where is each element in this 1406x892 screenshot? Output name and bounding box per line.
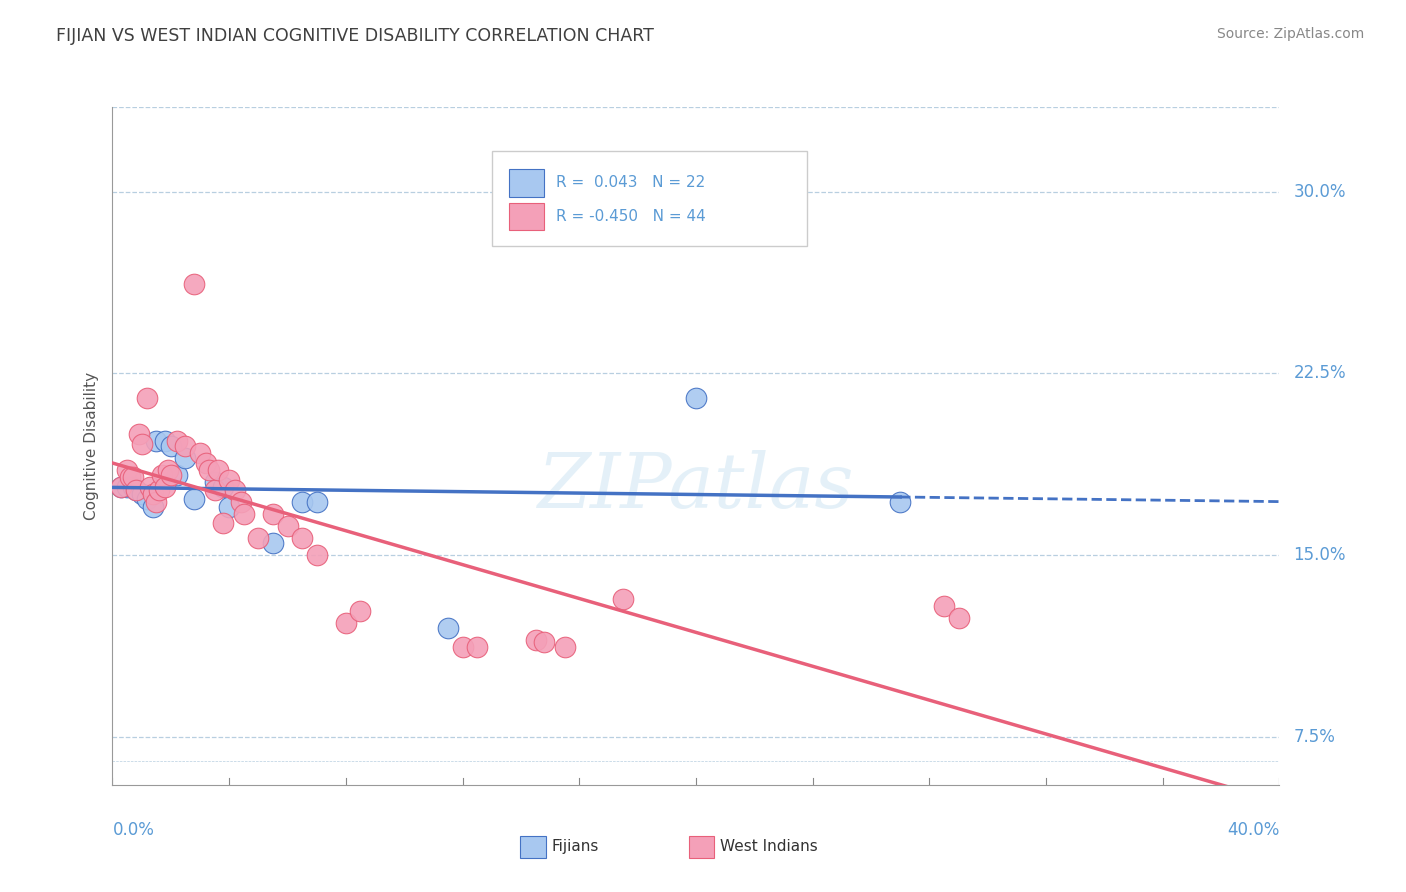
Text: 15.0%: 15.0% (1294, 546, 1346, 564)
Point (131, 436, 153, 450)
Point (125, 483, 148, 497)
Point (305, 494, 328, 508)
Point (115, 480, 138, 494)
Point (212, 480, 235, 494)
Point (122, 480, 145, 494)
Text: R = -0.450   N = 44: R = -0.450 N = 44 (555, 210, 706, 225)
Point (262, 507, 284, 521)
Text: 22.5%: 22.5% (1294, 364, 1346, 383)
Point (110, 480, 132, 494)
Point (160, 439, 183, 453)
Point (349, 604, 371, 618)
Y-axis label: Cognitive Disability: Cognitive Disability (83, 372, 98, 520)
Point (207, 463, 229, 477)
Point (148, 483, 170, 497)
Point (174, 439, 197, 453)
Point (212, 516, 235, 531)
Point (889, 494, 911, 508)
Point (153, 480, 176, 494)
Point (247, 531, 270, 545)
Text: West Indians: West Indians (720, 839, 818, 854)
Point (204, 475, 226, 490)
Point (142, 500, 165, 514)
Point (276, 519, 298, 533)
Point (437, 621, 460, 635)
Point (183, 277, 205, 291)
Point (465, 640, 488, 654)
Point (685, 391, 707, 405)
Point (948, 611, 970, 625)
Point (229, 494, 252, 508)
Text: FIJIAN VS WEST INDIAN COGNITIVE DISABILITY CORRELATION CHART: FIJIAN VS WEST INDIAN COGNITIVE DISABILI… (56, 27, 654, 45)
Text: Source: ZipAtlas.com: Source: ZipAtlas.com (1216, 27, 1364, 41)
Point (612, 591, 634, 606)
Bar (509, 203, 544, 230)
Point (145, 494, 167, 508)
Point (128, 426, 150, 441)
Point (166, 434, 188, 449)
Point (125, 483, 148, 497)
Point (194, 456, 217, 470)
Point (166, 468, 188, 483)
Point (183, 492, 205, 507)
Point (932, 599, 955, 613)
Text: ZIPatlas: ZIPatlas (537, 450, 855, 524)
Bar (509, 169, 544, 196)
Text: 7.5%: 7.5% (1294, 728, 1336, 746)
Point (156, 463, 179, 477)
Point (204, 483, 226, 497)
Point (145, 434, 167, 449)
Point (115, 463, 138, 477)
Point (110, 480, 132, 494)
Point (150, 468, 173, 483)
Point (305, 548, 328, 562)
Text: 40.0%: 40.0% (1227, 821, 1279, 838)
Point (122, 470, 145, 484)
FancyBboxPatch shape (492, 151, 807, 246)
Point (262, 536, 284, 550)
Point (197, 463, 219, 477)
Text: 30.0%: 30.0% (1294, 183, 1346, 201)
Point (224, 483, 246, 497)
Point (118, 470, 141, 484)
Point (533, 635, 555, 649)
Point (174, 451, 197, 466)
Point (136, 391, 159, 405)
Point (136, 492, 159, 507)
Point (188, 446, 211, 460)
Point (160, 468, 183, 483)
Point (153, 434, 176, 449)
Point (291, 494, 314, 508)
Point (554, 640, 576, 654)
Point (524, 632, 547, 647)
Point (218, 500, 240, 514)
Text: R =  0.043   N = 22: R = 0.043 N = 22 (555, 176, 706, 191)
Point (139, 480, 162, 494)
Point (232, 507, 254, 521)
Point (291, 531, 314, 545)
Point (131, 487, 153, 501)
Point (142, 487, 165, 501)
Text: Fijians: Fijians (551, 839, 599, 854)
Point (218, 473, 240, 487)
Point (451, 640, 474, 654)
Text: 0.0%: 0.0% (112, 821, 155, 838)
Point (335, 615, 357, 630)
